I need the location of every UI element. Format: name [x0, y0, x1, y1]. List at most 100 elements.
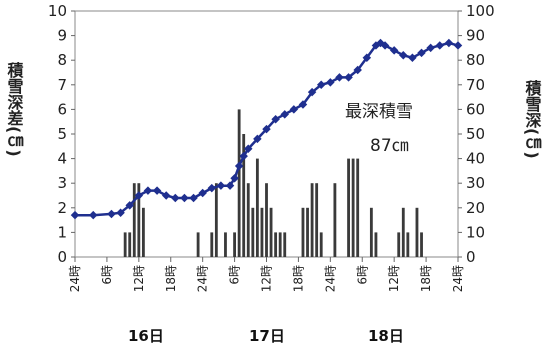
- right-tick-label: 40: [466, 150, 485, 168]
- snow-diff-bar: [420, 232, 423, 257]
- left-tick-label: 10: [48, 2, 67, 20]
- snow-diff-bar: [374, 232, 378, 257]
- snow-depth-point: [88, 210, 98, 220]
- left-axis-label: 積雪深差(㎝): [5, 61, 25, 157]
- snow-depth-point: [189, 193, 198, 203]
- snow-diff-bar: [278, 232, 282, 257]
- snow-depth-point: [344, 73, 353, 82]
- snow-depth-point: [444, 38, 454, 48]
- snow-depth-point: [134, 191, 144, 200]
- right-tick-label: 10: [466, 223, 485, 241]
- snow-depth-point: [335, 73, 344, 82]
- right-tick-label: 0: [466, 248, 476, 266]
- right-axis-label: 積雪深(㎝): [523, 79, 543, 159]
- x-tick-label: 24時: [196, 265, 210, 292]
- right-tick-label: 70: [466, 76, 485, 94]
- snow-depth-point: [326, 78, 335, 87]
- snow-depth-line: [70, 38, 463, 220]
- x-tick-label: 12時: [260, 265, 274, 292]
- snow-diff-bar: [251, 207, 255, 257]
- left-tick-label: 7: [57, 76, 67, 94]
- snow-diff-bar: [246, 183, 250, 257]
- snow-depth-point: [143, 186, 153, 195]
- snow-depth-point: [244, 144, 253, 154]
- left-tick-label: 3: [57, 174, 67, 192]
- snow-depth-point: [262, 124, 271, 134]
- right-tick-label: 60: [466, 100, 485, 118]
- snow-diff-bar: [347, 158, 350, 257]
- snow-diff-bar: [237, 109, 241, 258]
- x-tick-label: 24時: [68, 265, 82, 292]
- right-tick-label: 90: [466, 27, 485, 45]
- snow-depth-point: [207, 183, 217, 193]
- snow-depth-point: [125, 201, 134, 210]
- x-axis-ticks: 24時 6時 12時 18時 24時 6時 12時 18時 24時 6時 12時 18時 24時: [68, 257, 465, 292]
- snow-diff-bar: [233, 232, 236, 257]
- snow-depth-point: [116, 208, 125, 217]
- snow-depth-point: [171, 193, 180, 203]
- snow-depth-point: [353, 65, 362, 75]
- snow-depth-point: [399, 51, 408, 60]
- snow-diff-bar: [283, 232, 287, 257]
- snow-depth-point: [152, 186, 162, 195]
- right-axis-ticks: 0 10 20 30 40 50 60 70 80 90 100: [458, 2, 495, 266]
- snow-depth-point: [453, 41, 463, 50]
- snow-diff-bar: [319, 232, 323, 257]
- snow-depth-point: [316, 80, 326, 90]
- snow-diff-bar: [274, 232, 278, 257]
- snow-diff-bar: [415, 207, 419, 257]
- snow-depth-point: [239, 151, 248, 161]
- snow-diff-bar: [369, 207, 373, 257]
- snow-depth-point: [70, 210, 80, 220]
- snow-depth-point: [417, 48, 426, 58]
- snow-diff-bar: [265, 183, 268, 257]
- day-label-16: 16日: [128, 327, 164, 345]
- x-tick-label: 24時: [451, 265, 465, 292]
- snow-diff-bar: [224, 232, 227, 257]
- right-tick-label: 20: [466, 199, 485, 217]
- left-tick-label: 4: [57, 150, 67, 168]
- x-tick-label: 12時: [387, 265, 401, 292]
- max-snow-annotation-title: 最深積雪: [345, 102, 413, 122]
- snow-depth-point: [271, 114, 280, 124]
- max-snow-annotation-value: 87㎝: [370, 136, 409, 156]
- snow-diff-bar: [301, 207, 305, 257]
- snow-diff-bar: [333, 183, 337, 257]
- left-tick-label: 6: [57, 100, 67, 118]
- snow-depth-point: [408, 53, 417, 62]
- day-label-18: 18日: [368, 327, 404, 345]
- snow-depth-point: [380, 41, 390, 50]
- x-tick-label: 18時: [291, 265, 305, 292]
- snow-diff-bar: [128, 232, 132, 257]
- left-tick-label: 2: [57, 199, 67, 217]
- snow-depth-point: [161, 191, 171, 200]
- snow-depth-point: [280, 110, 289, 119]
- x-tick-label: 18時: [164, 265, 178, 292]
- right-tick-label: 30: [466, 174, 485, 192]
- x-tick-label: 6時: [355, 265, 369, 285]
- left-tick-label: 9: [57, 27, 67, 45]
- snow-diff-bar: [137, 183, 141, 257]
- snow-diff-bar: [356, 158, 360, 257]
- snow-depth-point: [426, 43, 435, 53]
- day-label-17: 17日: [249, 327, 285, 345]
- snow-diff-bar: [141, 207, 145, 257]
- snow-depth-point: [389, 46, 399, 55]
- snow-diff-bar: [306, 207, 309, 257]
- x-tick-label: 6時: [228, 265, 242, 285]
- snow-diff-bar: [351, 158, 355, 257]
- left-tick-label: 8: [57, 51, 67, 69]
- left-tick-label: 5: [57, 125, 67, 143]
- snow-depth-point: [225, 181, 235, 190]
- snow-depth-point: [298, 100, 308, 109]
- x-tick-label: 18時: [419, 265, 433, 292]
- left-tick-label: 1: [57, 223, 67, 241]
- snow-diff-bar: [196, 232, 200, 257]
- snow-diff-bar: [269, 207, 273, 257]
- snow-depth-difference-bars: [123, 109, 423, 258]
- snow-depth-point: [362, 53, 372, 62]
- x-tick-label: 24時: [323, 265, 337, 292]
- snow-diff-bar: [315, 183, 319, 257]
- right-tick-label: 80: [466, 51, 485, 69]
